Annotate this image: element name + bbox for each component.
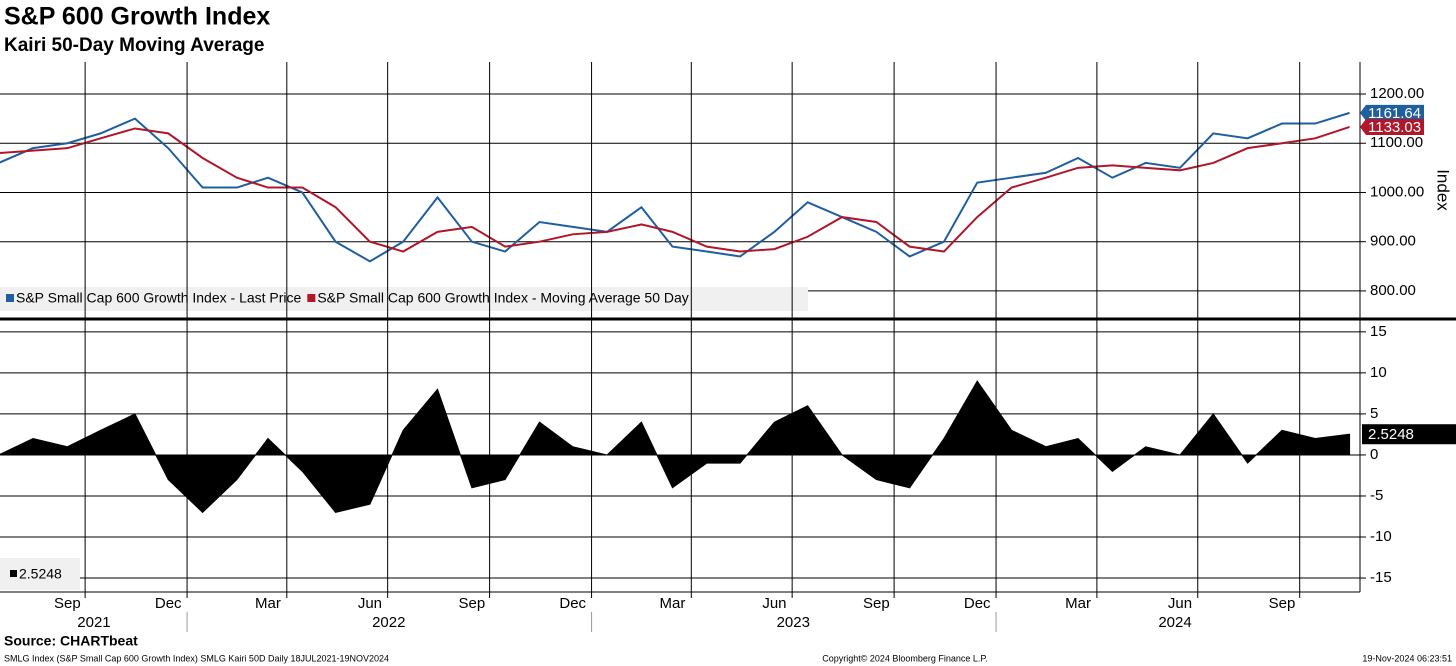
legend-label: S&P Small Cap 600 Growth Index - Last Pr… bbox=[16, 290, 302, 306]
year-label: 2021 bbox=[77, 614, 110, 631]
y-tick-label: 900.00 bbox=[1370, 233, 1416, 250]
legend-swatch bbox=[307, 294, 316, 302]
last-value-badge bbox=[1362, 424, 1456, 445]
x-tick-label: Dec bbox=[964, 595, 991, 612]
last-value-label: 2.5248 bbox=[1368, 426, 1414, 443]
y-tick-label: 1200.00 bbox=[1370, 85, 1424, 102]
chart-title: S&P 600 Growth Index bbox=[4, 3, 270, 31]
legend-label: S&P Small Cap 600 Growth Index - Moving … bbox=[317, 290, 688, 306]
y-tick-label: 1100.00 bbox=[1370, 134, 1423, 151]
x-tick-label: Dec bbox=[155, 595, 182, 612]
y-tick-label: 10 bbox=[1370, 364, 1387, 381]
legend-box bbox=[0, 287, 808, 311]
x-tick-label: Mar bbox=[255, 595, 281, 612]
x-tick-label: Jun bbox=[358, 595, 382, 612]
line bbox=[0, 111, 1350, 263]
last-value-label: 1133.03 bbox=[1368, 119, 1421, 136]
area bbox=[0, 380, 1351, 514]
x-tick-label: Sep bbox=[1269, 595, 1296, 612]
y-tick-label: 5 bbox=[1370, 405, 1378, 422]
line bbox=[0, 126, 1350, 253]
legend-label: 2.5248 bbox=[19, 566, 62, 582]
y-tick-label: 15 bbox=[1370, 323, 1387, 340]
y-axis-label: Index bbox=[1434, 169, 1453, 211]
x-tick-label: Sep bbox=[863, 595, 890, 612]
footer-right: 19-Nov-2024 06:23:51 bbox=[1362, 653, 1452, 663]
year-label: 2023 bbox=[777, 614, 810, 631]
last-value-badge bbox=[1360, 104, 1424, 121]
last-value-label: 1161.64 bbox=[1368, 105, 1421, 122]
x-tick-label: Sep bbox=[459, 595, 486, 612]
year-label: 2024 bbox=[1158, 614, 1191, 631]
y-tick-label: 0 bbox=[1370, 446, 1378, 463]
y-tick-label: -10 bbox=[1370, 528, 1392, 545]
y-tick-label: 800.00 bbox=[1370, 282, 1416, 299]
y-tick-label: 1000.00 bbox=[1370, 183, 1424, 200]
x-tick-label: Mar bbox=[1065, 595, 1091, 612]
footer-left: SMLG Index (S&P Small Cap 600 Growth Ind… bbox=[4, 653, 389, 663]
x-tick-label: Mar bbox=[660, 595, 686, 612]
x-tick-label: Jun bbox=[762, 595, 786, 612]
y-tick-label: -5 bbox=[1370, 487, 1383, 504]
year-label: 2022 bbox=[372, 614, 405, 631]
legend-swatch bbox=[6, 294, 14, 302]
legend-swatch bbox=[10, 570, 17, 577]
footer-center: Copyright© 2024 Bloomberg Finance L.P. bbox=[822, 653, 988, 663]
x-tick-label: Dec bbox=[559, 595, 586, 612]
chart-subtitle: Kairi 50-Day Moving Average bbox=[4, 35, 264, 56]
x-tick-label: Jun bbox=[1168, 595, 1192, 612]
plot-area bbox=[0, 380, 1351, 514]
source: Source: CHARTbeat bbox=[4, 633, 138, 649]
last-value-badge bbox=[1360, 118, 1424, 135]
y-tick-label: -15 bbox=[1370, 569, 1392, 586]
plot-area bbox=[0, 111, 1350, 263]
x-tick-label: Sep bbox=[54, 595, 81, 612]
